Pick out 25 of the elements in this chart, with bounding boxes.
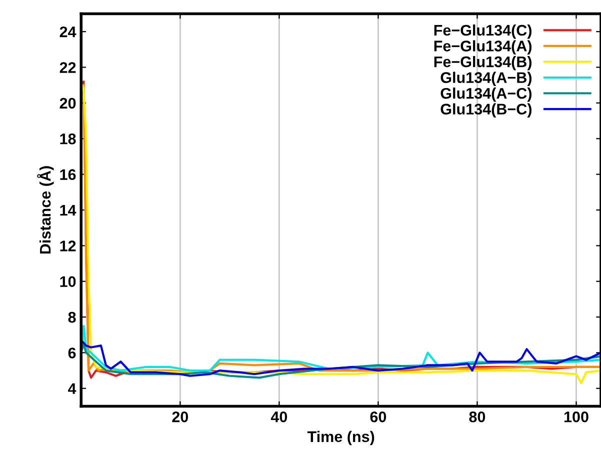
- y-tick-label: 20: [60, 98, 76, 109]
- y-tick-label: 8: [68, 312, 76, 323]
- legend-label: Glu134(B−C): [440, 103, 532, 118]
- y-tick-label: 24: [60, 26, 76, 38]
- legend-label: Glu134(A−C): [440, 88, 532, 102]
- line-series: [81, 324, 601, 372]
- legend-label: Fe−Glu134(A): [434, 40, 532, 54]
- y-tick-label: 22: [60, 62, 76, 73]
- y-tick-label: 12: [60, 240, 76, 252]
- legend-label: Glu134(A−B): [440, 72, 532, 86]
- x-tick-label: 60: [370, 411, 386, 422]
- y-tick-label: 6: [68, 348, 76, 358]
- y-tick-label: 10: [60, 276, 76, 288]
- x-tick-label: 40: [270, 411, 288, 422]
- y-axis-title: Distance (Å): [37, 166, 54, 254]
- y-tick-label: 4: [68, 383, 76, 394]
- legend-label: Fe−Glu134(C): [434, 24, 532, 39]
- x-axis-title: Time (ns): [307, 430, 374, 446]
- x-tick-label: 100: [564, 411, 588, 422]
- y-tick-label: 18: [60, 134, 76, 144]
- x-tick-label: 80: [469, 411, 486, 422]
- y-tick-label: 14: [60, 205, 76, 216]
- legend-label: Fe−Glu134(B): [434, 56, 532, 70]
- y-tick-label: 16: [60, 169, 76, 180]
- x-tick-label: 20: [172, 411, 188, 422]
